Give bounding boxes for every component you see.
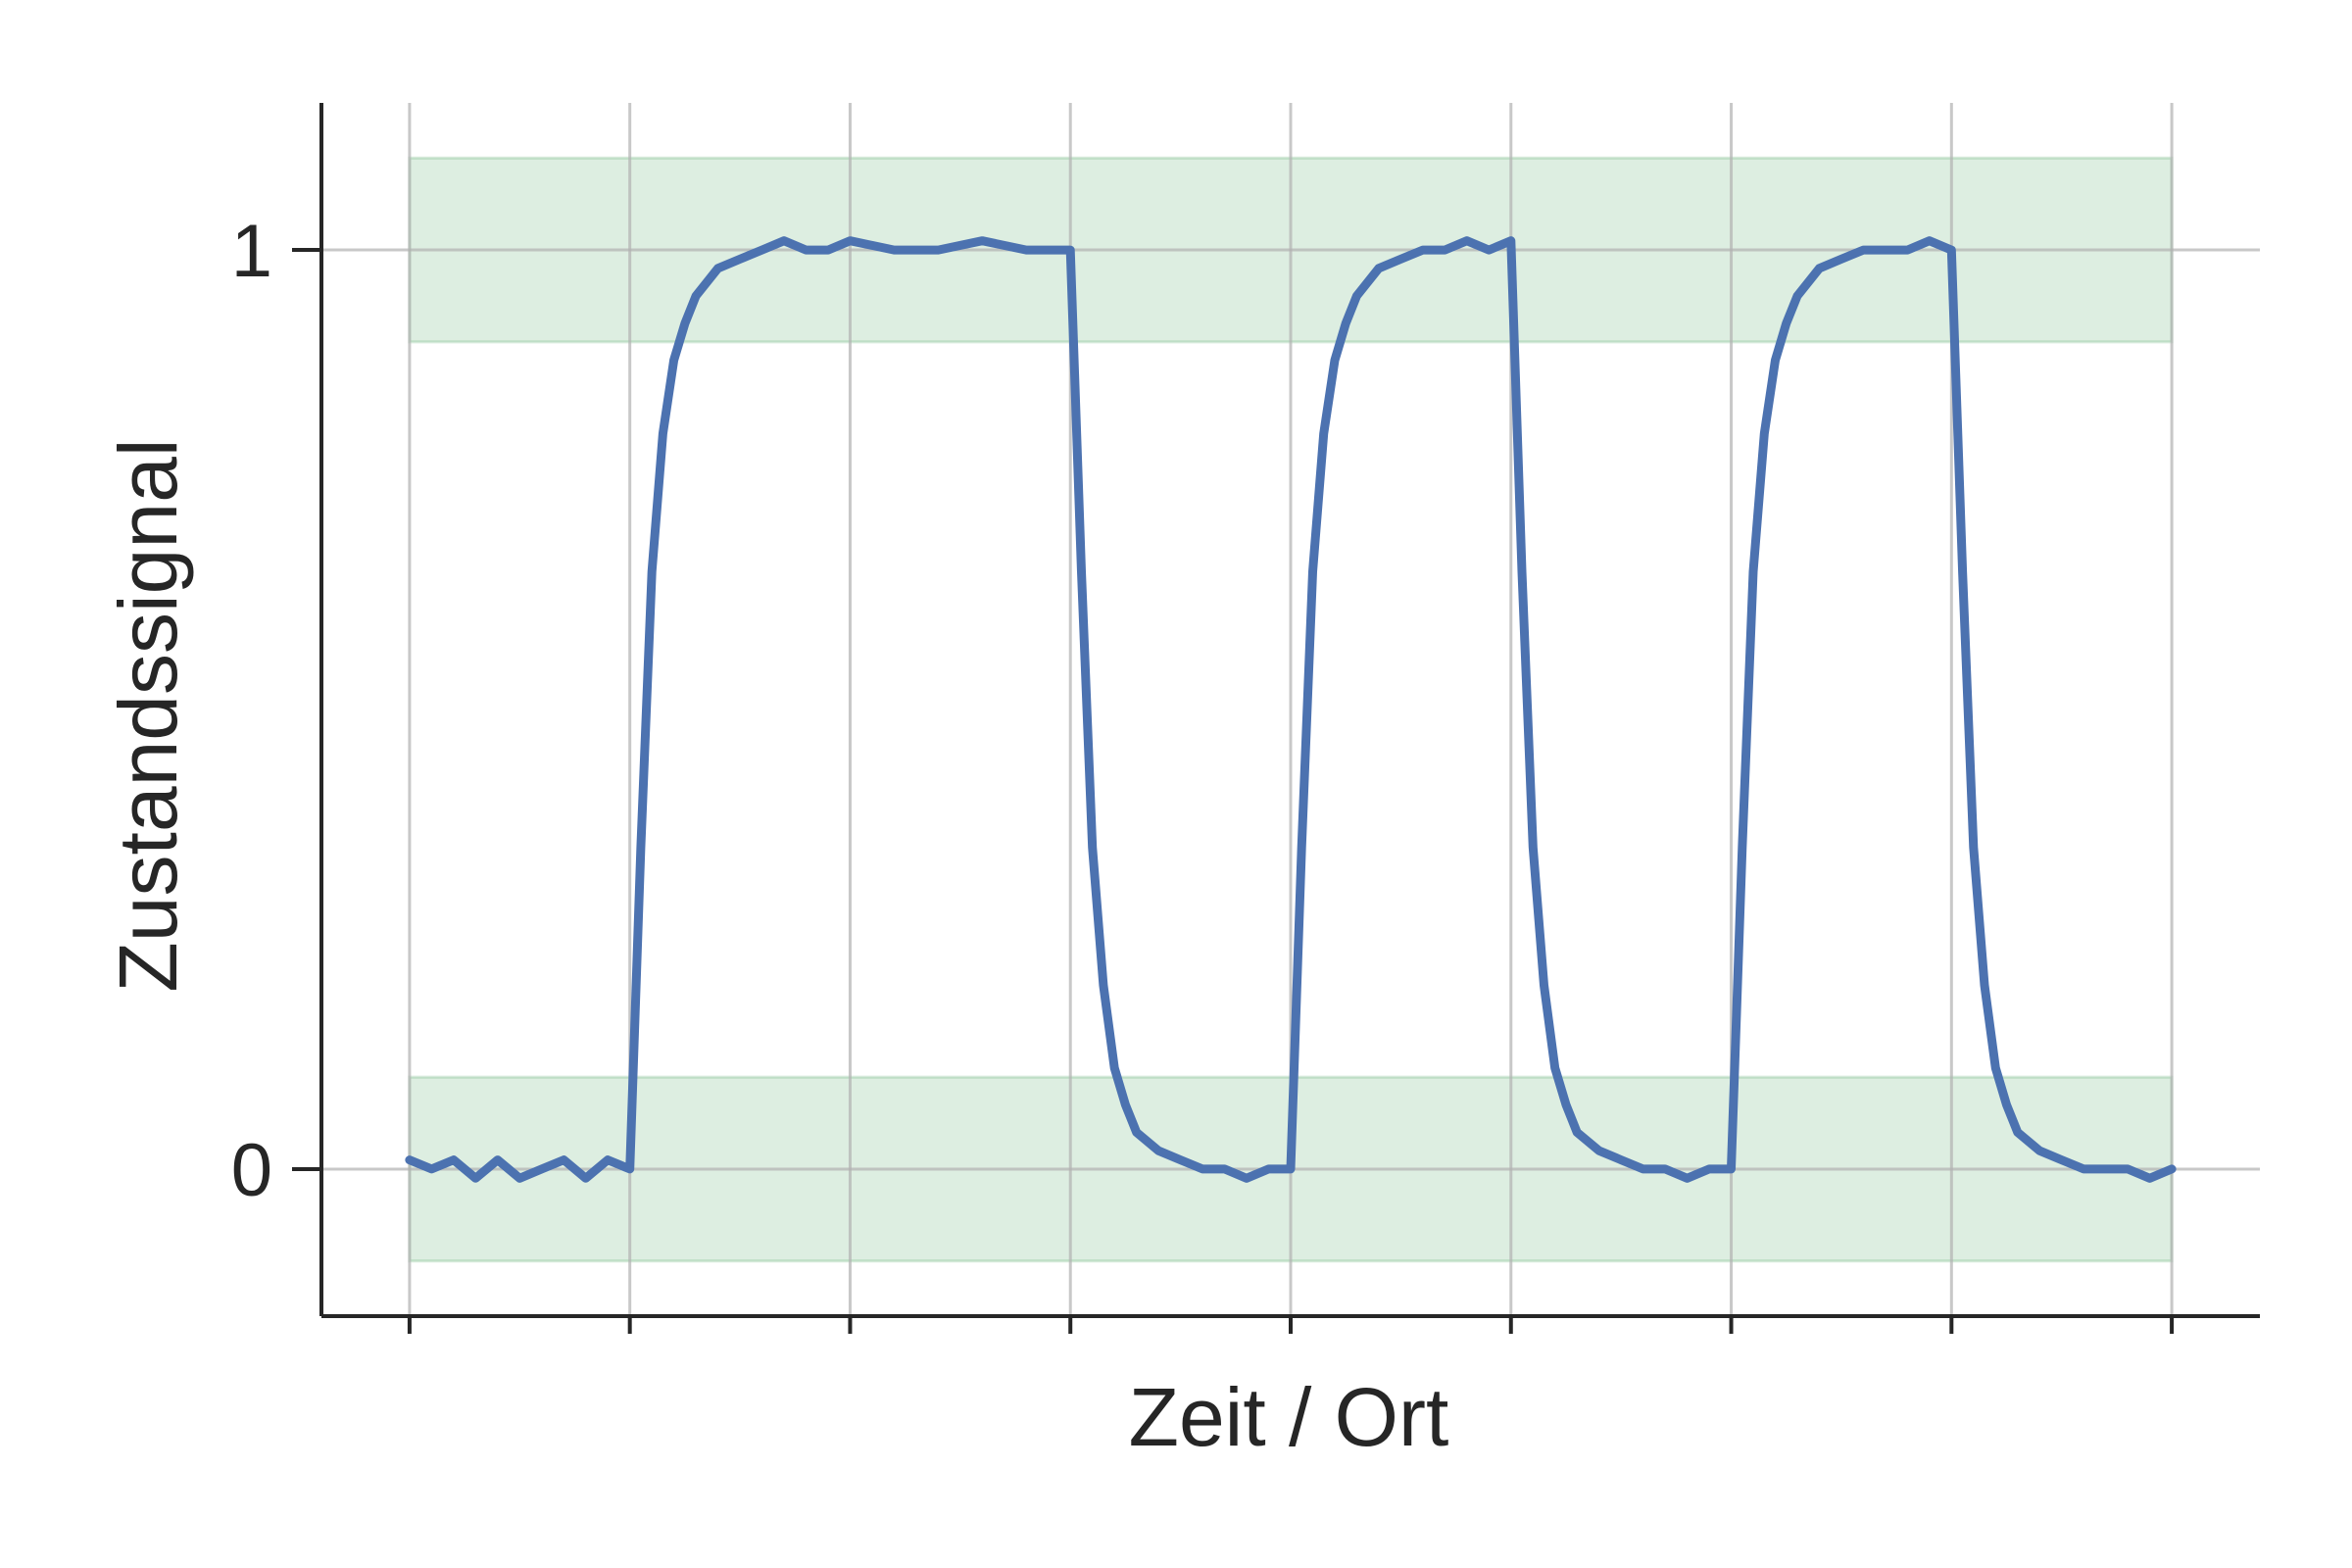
series-line-0 [405, 236, 2177, 1183]
ticks-layer: 01 [231, 210, 2175, 1334]
y-tick-label-0: 0 [231, 1129, 272, 1212]
y-axis-label: Zustandssignal [102, 439, 194, 993]
x-axis-label: Zeit / Ort [1129, 1371, 1449, 1463]
series-layer [405, 236, 2177, 1183]
y-tick-label-1: 1 [231, 210, 272, 293]
